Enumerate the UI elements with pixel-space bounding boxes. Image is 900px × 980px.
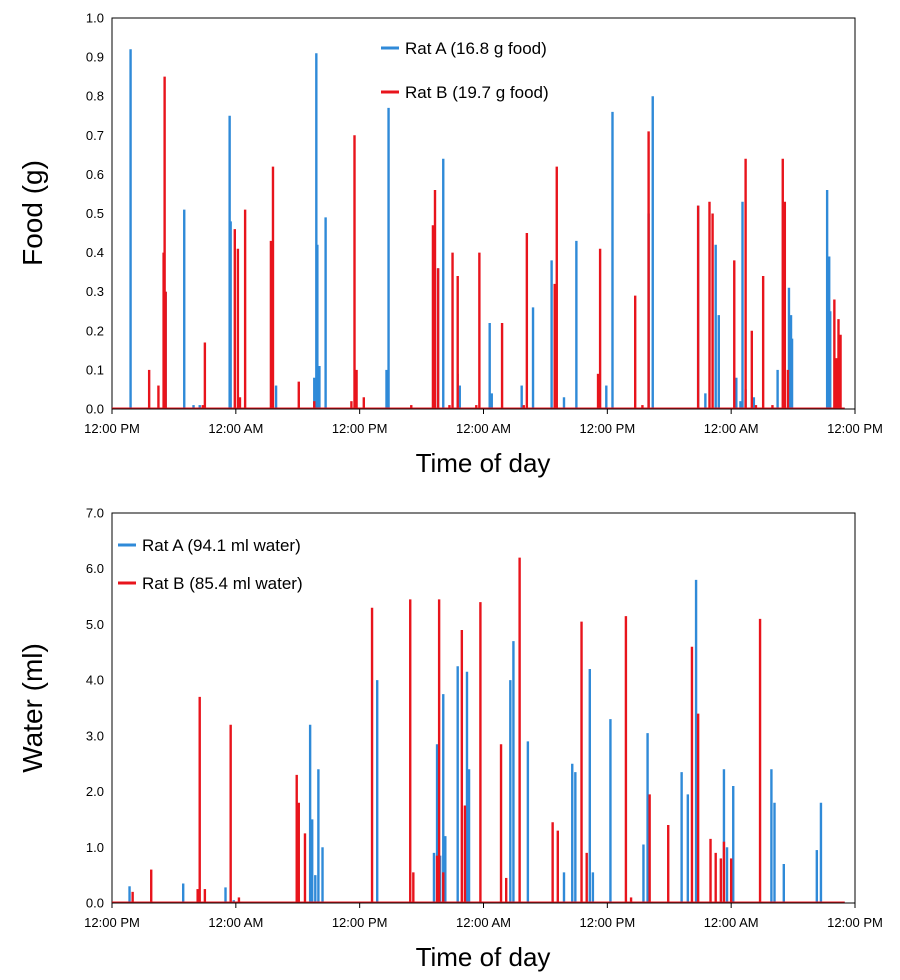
food-legend-rat-b-label: Rat B (19.7 g food) <box>405 83 549 102</box>
food-x-axis: 12:00 PM 12:00 AM 12:00 PM 12:00 AM 12:00 PM… <box>84 409 883 436</box>
water-x-axis: 12:00 PM 12:00 AM 12:00 PM 12:00 AM 12:00 PM… <box>84 903 883 930</box>
water-legend-rat-a-label: Rat A (94.1 ml water) <box>142 536 301 555</box>
water-x-tick-label: 12:00 AM <box>208 915 263 930</box>
food-legend-rat-a-label: Rat A (16.8 g food) <box>405 39 547 58</box>
water-y-axis-label: Water (ml) <box>17 643 48 773</box>
water-y-tick-label: 6.0 <box>86 561 104 576</box>
water-y-tick-label: 5.0 <box>86 617 104 632</box>
water-chart: 0.0 1.0 2.0 3.0 4.0 5.0 6.0 7.0 12:00 PM 12:00 A… <box>17 506 883 973</box>
food-y-tick-label: 0.8 <box>86 89 104 104</box>
food-y-tick-label: 0.9 <box>86 50 104 65</box>
food-x-tick-label: 12:00 PM <box>332 421 388 436</box>
food-y-tick-label: 0.5 <box>86 206 104 221</box>
water-x-tick-label: 12:00 PM <box>827 915 883 930</box>
water-x-axis-label: Time of day <box>416 942 551 972</box>
water-x-tick-label: 12:00 PM <box>84 915 140 930</box>
food-y-tick-label: 0.2 <box>86 323 104 338</box>
food-y-tick-label: 1.0 <box>86 11 104 26</box>
food-y-tick-label: 0.6 <box>86 167 104 182</box>
water-y-axis: 0.0 1.0 2.0 3.0 4.0 5.0 6.0 7.0 <box>86 506 104 911</box>
water-legend-rat-b-label: Rat B (85.4 ml water) <box>142 574 303 593</box>
water-y-tick-label: 3.0 <box>86 728 104 743</box>
food-y-tick-label: 0.4 <box>86 245 104 260</box>
food-x-tick-label: 12:00 AM <box>208 421 263 436</box>
water-y-tick-label: 7.0 <box>86 506 104 521</box>
food-x-tick-label: 12:00 AM <box>456 421 511 436</box>
food-y-axis: 0.0 0.1 0.2 0.3 0.4 0.5 0.6 0.7 0.8 0.9 1.0 <box>86 11 104 417</box>
food-x-tick-label: 12:00 AM <box>704 421 759 436</box>
food-legend: Rat A (16.8 g food) Rat B (19.7 g food) <box>381 39 549 102</box>
water-x-tick-label: 12:00 AM <box>456 915 511 930</box>
food-y-tick-label: 0.1 <box>86 362 104 377</box>
water-x-tick-label: 12:00 PM <box>332 915 388 930</box>
water-y-tick-label: 1.0 <box>86 840 104 855</box>
food-y-tick-label: 0.3 <box>86 284 104 299</box>
water-x-tick-label: 12:00 AM <box>704 915 759 930</box>
water-y-tick-label: 4.0 <box>86 673 104 688</box>
food-x-axis-label: Time of day <box>416 448 551 478</box>
food-x-tick-label: 12:00 PM <box>827 421 883 436</box>
water-x-tick-label: 12:00 PM <box>580 915 636 930</box>
water-y-tick-label: 2.0 <box>86 784 104 799</box>
water-legend: Rat A (94.1 ml water) Rat B (85.4 ml wat… <box>118 536 303 593</box>
water-y-tick-label: 0.0 <box>86 896 104 911</box>
food-y-tick-label: 0.7 <box>86 128 104 143</box>
food-x-tick-label: 12:00 PM <box>580 421 636 436</box>
food-y-axis-label: Food (g) <box>17 160 48 266</box>
food-x-tick-label: 12:00 PM <box>84 421 140 436</box>
food-chart: 0.0 0.1 0.2 0.3 0.4 0.5 0.6 0.7 0.8 0.9 1.0 12:00 … <box>17 11 883 479</box>
food-y-tick-label: 0.0 <box>86 402 104 417</box>
